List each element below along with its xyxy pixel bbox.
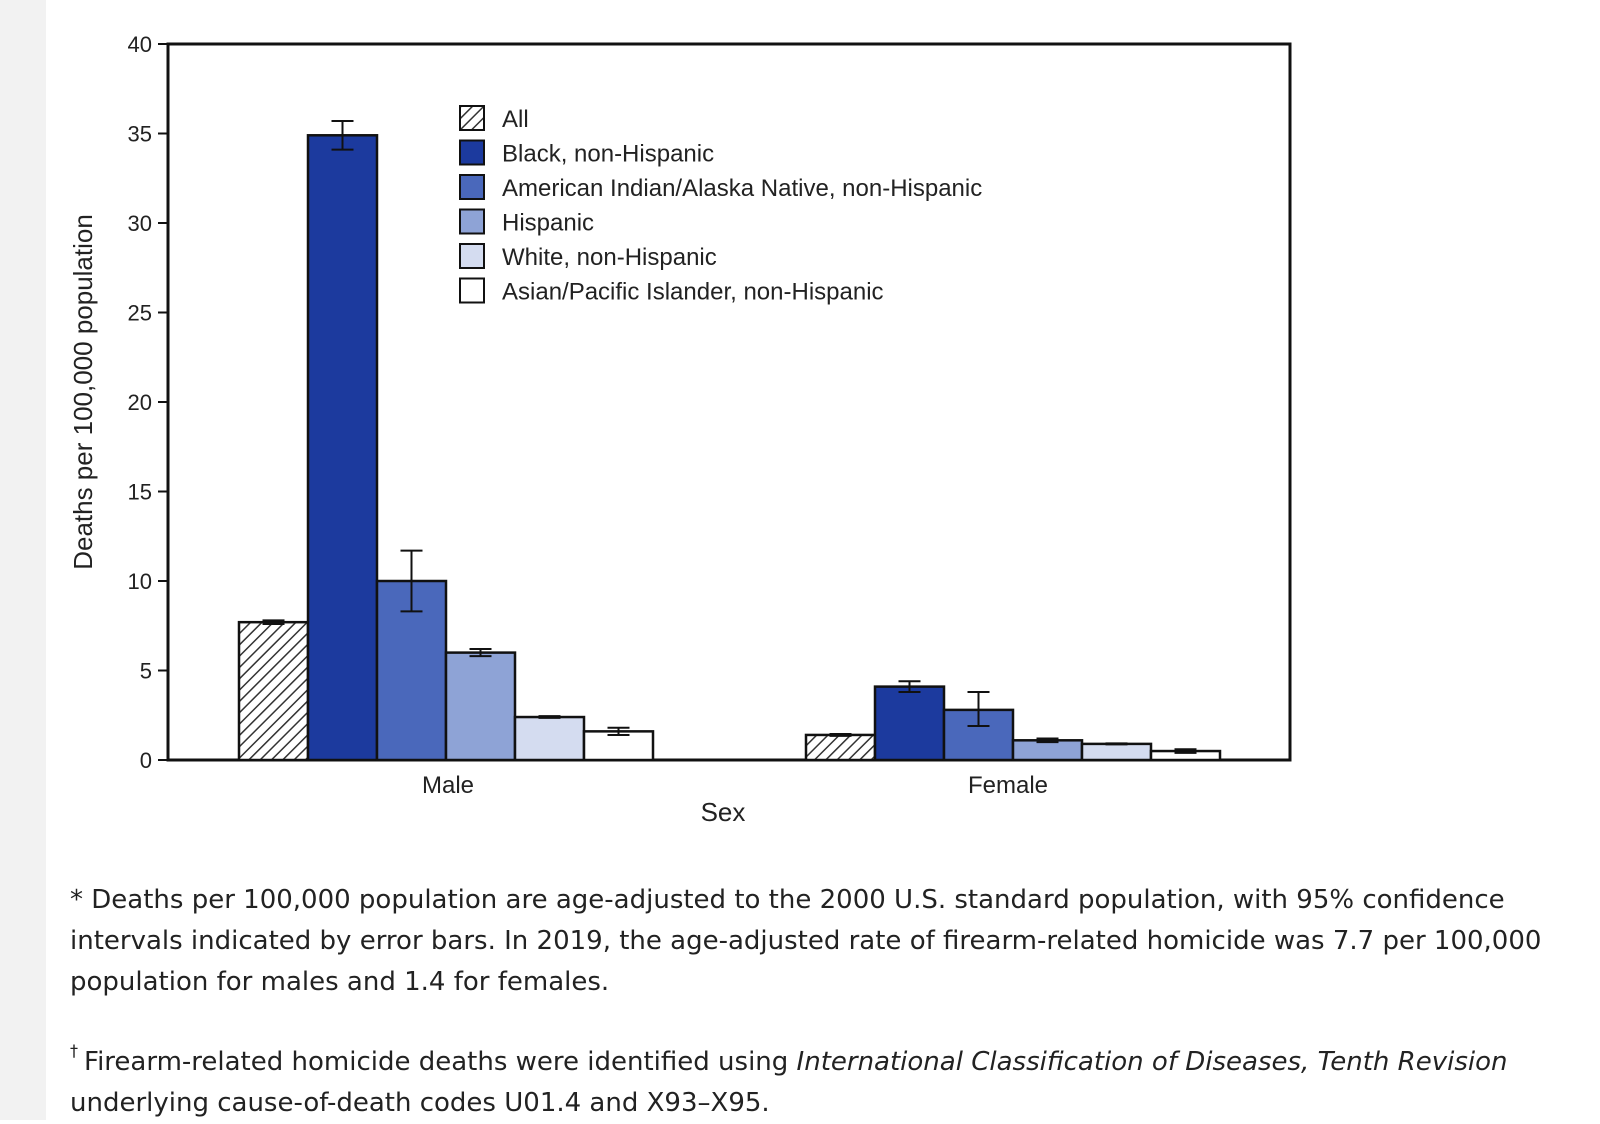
legend-label-5: Asian/Pacific Islander, non-Hispanic — [502, 279, 884, 306]
legend-swatch-3 — [459, 208, 485, 235]
legend-label-2: American Indian/Alaska Native, non-Hispa… — [502, 175, 982, 202]
x-axis-label: Sex — [701, 797, 746, 827]
footnote-icd-text-1: Firearm-related homicide deaths were ide… — [84, 1047, 797, 1077]
bar-male-1 — [306, 134, 379, 762]
chart: 0 5 10 15 20 25 30 35 40 Deaths per 100,000 popul… — [46, 0, 1600, 860]
bar-female-4 — [1080, 742, 1153, 762]
y-tick-label: 5 — [140, 659, 152, 684]
bar-chart: 0 5 10 15 20 25 30 35 40 Deaths per 100,000 popul… — [68, 32, 1292, 827]
y-tick-label: 25 — [128, 301, 152, 326]
y-tick-label: 10 — [128, 569, 152, 594]
legend-swatch-4 — [459, 243, 485, 269]
y-tick-label: 30 — [128, 211, 152, 236]
y-tick-label: 0 — [140, 748, 152, 773]
legend-swatch-1 — [459, 139, 485, 166]
footnote-icd-title: International Classification of Diseases… — [796, 1047, 1508, 1077]
y-tick-label: 40 — [128, 32, 152, 57]
legend-swatch-0 — [459, 105, 485, 131]
legend-swatch-5 — [459, 277, 485, 304]
x-category-label: Male — [422, 772, 474, 799]
y-tick-label: 20 — [128, 390, 152, 415]
legend-label-0: All — [502, 106, 529, 133]
bar-female-0 — [804, 733, 877, 762]
footnote-icd-text-2: underlying cause-of-death codes U01.4 an… — [70, 1088, 770, 1118]
legend-label-1: Black, non-Hispanic — [502, 141, 714, 168]
x-category-label: Female — [968, 772, 1048, 799]
y-axis-label: Deaths per 100,000 population — [68, 214, 98, 570]
bar-female-3 — [1011, 739, 1084, 762]
bar-male-0 — [237, 620, 310, 762]
bar-female-1 — [873, 685, 946, 762]
legend-label-3: Hispanic — [502, 210, 594, 237]
bar-male-4 — [513, 715, 586, 762]
footnote-icd-codes: † Firearm-related homicide deaths were id… — [70, 1030, 1560, 1124]
footnote-age-adjusted: * Deaths per 100,000 population are age-… — [70, 885, 1542, 997]
y-tick-label: 35 — [128, 122, 152, 147]
legend-label-4: White, non-Hispanic — [502, 244, 717, 271]
legend-swatch-2 — [459, 174, 485, 200]
footnotes: * Deaths per 100,000 population are age-… — [70, 880, 1560, 1124]
dagger-marker: † — [70, 1041, 78, 1060]
bar-male-3 — [444, 651, 517, 762]
left-margin-strip — [0, 0, 46, 1120]
y-tick-label: 15 — [128, 480, 152, 505]
